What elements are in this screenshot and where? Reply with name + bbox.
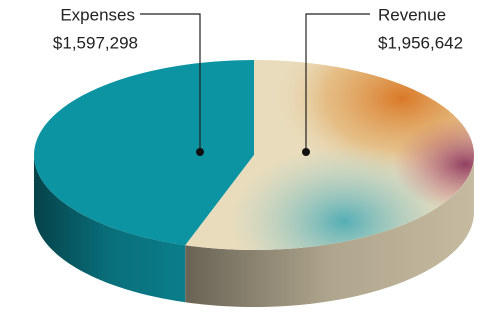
pie	[34, 60, 474, 307]
chart: Expenses Revenue $1,597,298 $1,956,642	[0, 0, 498, 316]
page: {"chart_data": {"type": "pie", "categori…	[0, 0, 498, 316]
value-label: $1,597,298	[53, 33, 138, 52]
slice-label: Revenue	[378, 5, 446, 24]
leader-dot	[196, 148, 204, 156]
slice-label: Expenses	[60, 5, 135, 24]
leader-dot	[302, 148, 310, 156]
value-label: $1,956,642	[378, 33, 463, 52]
